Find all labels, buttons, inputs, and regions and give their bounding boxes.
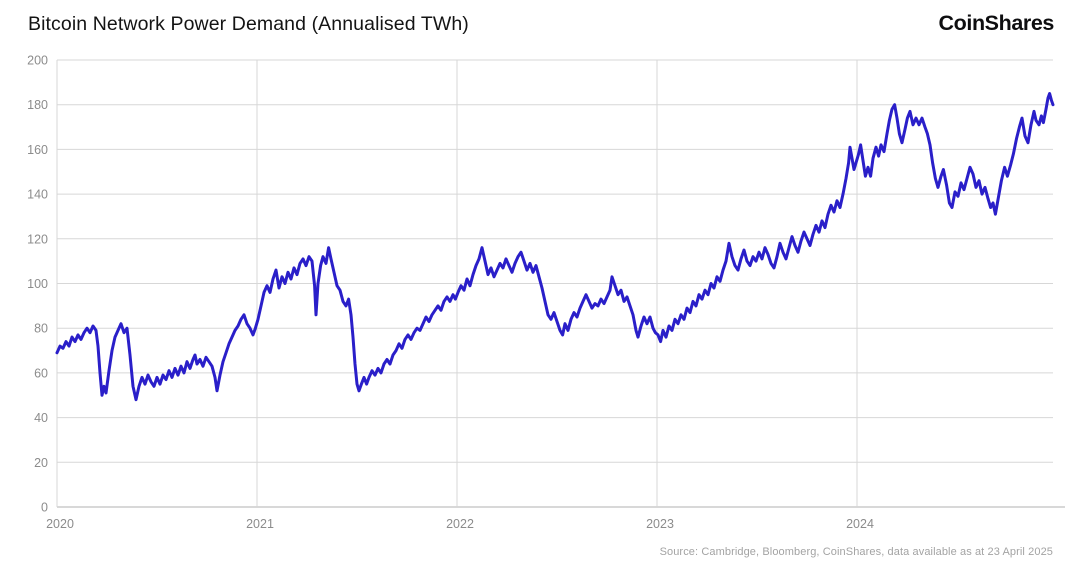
y-tick-label: 160 [27, 143, 48, 157]
x-tick-label: 2021 [246, 517, 274, 531]
y-tick-label: 140 [27, 188, 48, 202]
x-tick-label: 2023 [646, 517, 674, 531]
y-tick-label: 80 [34, 322, 48, 336]
coinshares-logo: CoinShares [938, 11, 1055, 35]
y-tick-label: 200 [27, 54, 48, 68]
x-tick-label: 2022 [446, 517, 474, 531]
y-tick-label: 60 [34, 366, 48, 380]
x-tick-label: 2020 [46, 517, 74, 531]
y-tick-label: 0 [41, 501, 48, 515]
y-tick-label: 100 [27, 277, 48, 291]
x-tick-label: 2024 [846, 517, 874, 531]
source-note: Source: Cambridge, Bloomberg, CoinShares… [659, 546, 1053, 558]
y-tick-label: 180 [27, 98, 48, 112]
y-tick-label: 40 [34, 411, 48, 425]
y-tick-label: 20 [34, 456, 48, 470]
power-demand-line [55, 92, 1055, 402]
y-tick-label: 120 [27, 232, 48, 246]
page-title: Bitcoin Network Power Demand (Annualised… [28, 13, 469, 35]
